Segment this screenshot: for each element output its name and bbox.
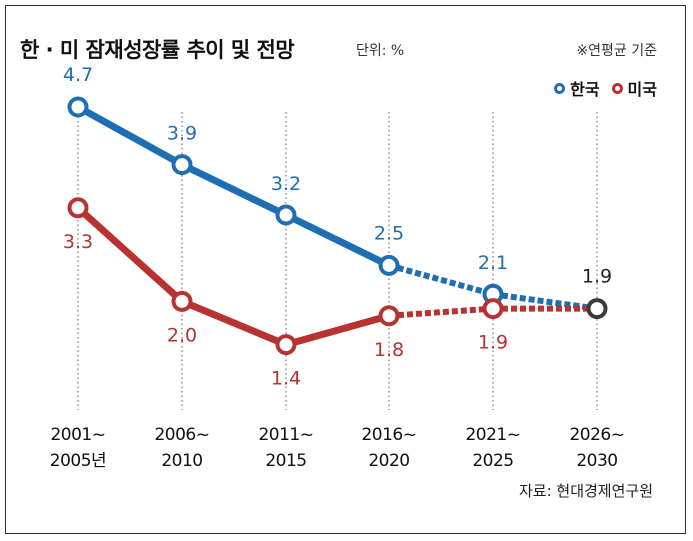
series-1-point-3 xyxy=(378,305,400,327)
korea-value-label-2: 3.2 xyxy=(271,173,301,195)
series-1-segment-0 xyxy=(74,204,186,305)
series-0-segment-0 xyxy=(74,103,186,169)
series-1-point-4 xyxy=(482,298,504,320)
series-0-segment-2 xyxy=(282,211,393,269)
usa-value-label-0: 3.3 xyxy=(63,231,93,253)
usa-value-label-4: 1.9 xyxy=(478,332,508,354)
point-final xyxy=(586,298,608,320)
series-0-segment-1 xyxy=(178,161,290,219)
x-tick-label-5-1: 2030 xyxy=(576,451,617,471)
series-1-point-0 xyxy=(67,197,89,219)
series-1-point-2 xyxy=(275,334,297,356)
note-label: ※연평균 기준 xyxy=(576,43,657,59)
x-tick-label-0-0: 2001~ xyxy=(50,425,105,445)
value-label-final: 1.9 xyxy=(582,266,612,288)
x-tick-label-0-1: 2005년 xyxy=(50,451,106,471)
korea-value-label-1: 3.9 xyxy=(167,123,197,145)
x-tick-label-2-0: 2011~ xyxy=(258,425,313,445)
x-tick-label-3-0: 2016~ xyxy=(361,425,416,445)
unit-label: 단위: % xyxy=(356,43,405,59)
korea-value-label-0: 4.7 xyxy=(63,64,93,86)
series-1-segment-2 xyxy=(282,312,393,349)
legend-marker-usa xyxy=(611,82,623,94)
korea-value-label-3: 2.5 xyxy=(374,222,404,244)
x-tick-label-2-1: 2015 xyxy=(265,451,306,471)
legend-item-korea: 한국 xyxy=(554,76,600,100)
legend-label-korea: 한국 xyxy=(570,80,600,99)
series-0-point-1 xyxy=(171,154,193,176)
legend-marker-korea xyxy=(554,82,566,94)
series-0-point-3 xyxy=(378,254,400,276)
series-0-segment-4 xyxy=(492,291,598,312)
source-label: 자료: 현대경제연구원 xyxy=(518,482,653,500)
usa-value-label-1: 2.0 xyxy=(167,324,197,346)
chart-frame xyxy=(5,5,686,534)
usa-value-label-3: 1.8 xyxy=(374,339,404,361)
x-tick-label-3-1: 2020 xyxy=(368,451,409,471)
legend-label-usa: 미국 xyxy=(627,80,657,99)
x-tick-label-4-0: 2021~ xyxy=(465,425,520,445)
series-0-point-0 xyxy=(67,96,89,118)
x-tick-label-5-0: 2026~ xyxy=(569,425,624,445)
x-tick-label-1-0: 2006~ xyxy=(154,425,209,445)
korea-value-label-4: 2.1 xyxy=(478,252,508,274)
series-0-point-2 xyxy=(275,204,297,226)
chart-title: 한 · 미 잠재성장률 추이 및 전망 xyxy=(20,38,295,62)
x-tick-label-4-1: 2025 xyxy=(472,451,513,471)
x-tick-label-1-1: 2010 xyxy=(161,451,202,471)
series-1-point-1 xyxy=(171,290,193,312)
legend-item-usa: 미국 xyxy=(611,76,657,100)
usa-value-label-2: 1.4 xyxy=(271,368,301,390)
legend: 한국 미국 xyxy=(554,76,657,100)
series-1-segment-1 xyxy=(178,297,290,349)
series-1-segment-3 xyxy=(388,305,494,319)
